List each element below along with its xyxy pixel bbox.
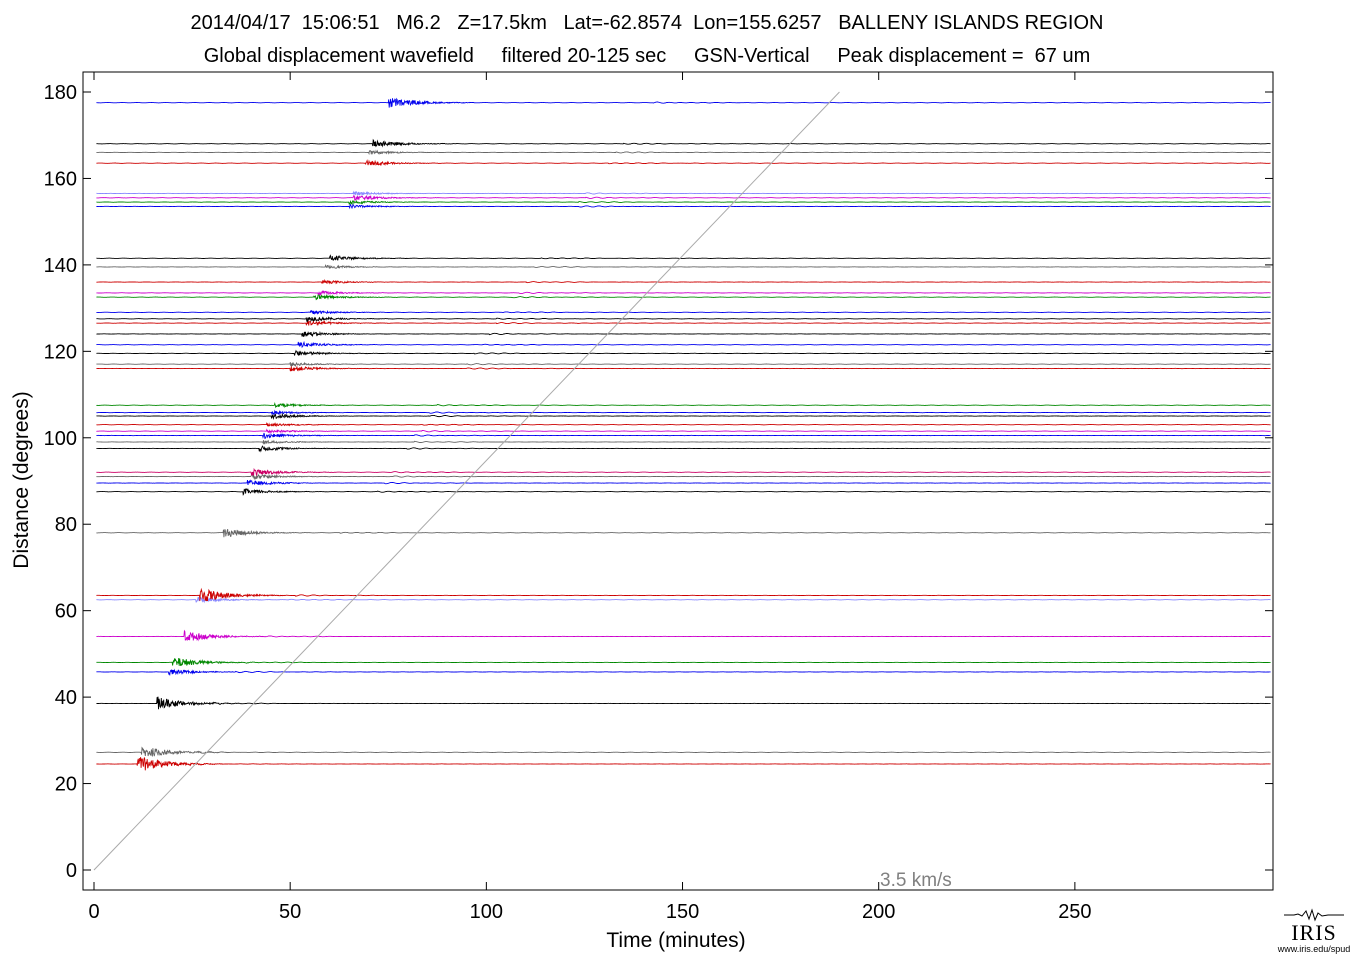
seismogram-trace: [96, 349, 1271, 356]
x-tick-label: 0: [88, 901, 99, 923]
seismogram-trace: [96, 319, 1271, 327]
seismogram-trace: [96, 439, 1271, 445]
y-tick-label: 160: [44, 168, 77, 190]
seismogram-trace: [96, 472, 1271, 481]
traces-layer: [96, 97, 1271, 771]
y-tick-label: 180: [44, 82, 77, 104]
y-tick-label: 140: [44, 255, 77, 277]
y-tick-label: 120: [44, 341, 77, 363]
y-tick-label: 80: [55, 514, 77, 536]
logo-url: www.iris.edu/spud: [1277, 944, 1351, 954]
y-tick-label: 40: [55, 687, 77, 709]
plot-frame: [82, 71, 1274, 891]
seismogram-trace: [96, 757, 1271, 771]
x-tick-label: 150: [666, 901, 699, 923]
y-tick-label: 0: [66, 860, 77, 882]
seismogram-trace: [96, 190, 1271, 197]
seismogram-trace: [96, 528, 1271, 538]
x-tick-label: 250: [1058, 901, 1091, 923]
seismogram-trace: [96, 290, 1271, 296]
seismogram-trace: [96, 138, 1271, 148]
seismogram-trace: [96, 402, 1271, 409]
velocity-label: 3.5 km/s: [880, 870, 952, 891]
seismogram-trace: [96, 445, 1271, 453]
x-tick-label: 200: [862, 901, 895, 923]
seismogram-trace: [96, 194, 1271, 201]
x-tick-label: 50: [279, 901, 301, 923]
seismogram-trace: [96, 467, 1271, 476]
seismogram-trace: [96, 488, 1271, 496]
seismogram-trace: [96, 97, 1271, 108]
seismogram-trace: [96, 428, 1271, 434]
y-tick-label: 20: [55, 774, 77, 796]
x-axis-label: Time (minutes): [606, 929, 745, 952]
seismogram-trace: [96, 668, 1271, 677]
seismogram-trace: [96, 596, 1271, 604]
seismogram-trace: [96, 278, 1271, 285]
seismogram-trace: [96, 422, 1271, 428]
seismogram-trace: [96, 309, 1271, 315]
logo-text: IRIS: [1291, 920, 1337, 945]
seismogram-trace: [96, 412, 1271, 420]
y-tick-label: 60: [55, 601, 77, 623]
seismogram-trace: [96, 432, 1271, 439]
seismogram-trace: [96, 159, 1271, 167]
velocity-reference-line: [93, 91, 840, 871]
seismogram-trace: [96, 409, 1271, 416]
chart-title-line1: 2014/04/17 15:06:51 M6.2 Z=17.5km Lat=-6…: [190, 12, 1104, 34]
seismogram-trace: [96, 293, 1271, 301]
chart-title-line2: Global displacement wavefield filtered 2…: [203, 45, 1091, 67]
iris-logo: IRIS www.iris.edu/spud: [1272, 908, 1356, 960]
seismometer-trace-icon: [1284, 908, 1344, 922]
seismogram-trace: [96, 331, 1271, 338]
seismogram-trace: [96, 203, 1271, 210]
seismogram-trace: [96, 149, 1271, 156]
seismogram-trace: [96, 696, 1271, 710]
seismogram-trace: [96, 629, 1271, 642]
seismogram-trace: [96, 199, 1271, 206]
seismogram-trace: [96, 366, 1271, 372]
y-axis-label: Distance (degrees): [10, 391, 33, 568]
seismogram-trace: [96, 658, 1271, 666]
seismogram-trace: [96, 587, 1271, 602]
seismogram-trace: [96, 361, 1271, 368]
y-tick-label: 100: [44, 428, 77, 450]
seismogram-trace: [96, 316, 1271, 323]
seismogram-trace: [96, 479, 1271, 486]
seismogram-trace: [96, 254, 1271, 262]
seismogram-trace: [96, 746, 1271, 757]
axes-layer: 0 50 100 150 200 250 0 20 40 60 80 100 120 140 160 180: [44, 72, 1273, 923]
seismogram-trace: [96, 264, 1271, 269]
seismogram-trace: [96, 340, 1271, 349]
x-tick-label: 100: [470, 901, 503, 923]
